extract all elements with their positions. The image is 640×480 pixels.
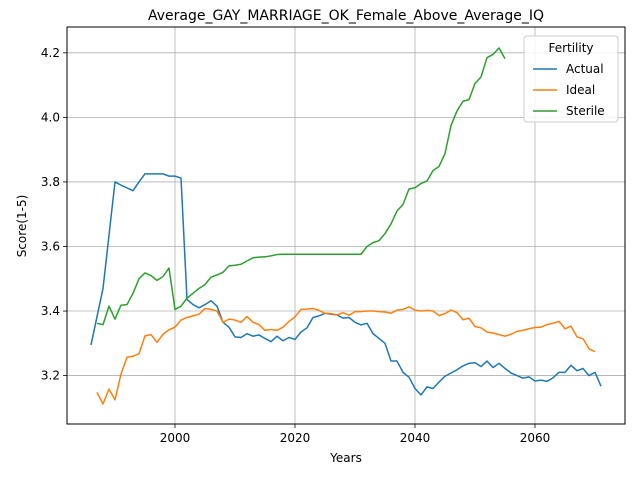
y-tick-label: 4.0 bbox=[41, 110, 60, 124]
y-tick-label: 3.6 bbox=[41, 239, 60, 253]
y-tick-label: 3.4 bbox=[41, 304, 60, 318]
x-tick-label: 2060 bbox=[520, 431, 551, 445]
y-axis-label: Score(1-5) bbox=[15, 195, 29, 258]
y-tick-label: 3.2 bbox=[41, 369, 60, 383]
series-line-sterile bbox=[96, 47, 506, 326]
legend-label-ideal: Ideal bbox=[566, 83, 595, 97]
axis-ticks: 2000 2020 2040 2060 3.2 3.4 3.6 3.8 4.0 4.2 bbox=[41, 46, 550, 445]
y-tick-label: 3.8 bbox=[41, 175, 60, 189]
series-line-actual bbox=[90, 173, 602, 396]
series-line-ideal bbox=[96, 306, 596, 405]
x-tick-label: 2020 bbox=[280, 431, 311, 445]
legend-title: Fertility bbox=[548, 41, 593, 55]
legend-box bbox=[523, 35, 619, 123]
x-axis-label: Years bbox=[329, 451, 362, 465]
legend: Fertility Actual Ideal Sterile bbox=[523, 35, 619, 123]
legend-label-actual: Actual bbox=[566, 62, 604, 76]
plot-frame bbox=[66, 26, 626, 425]
chart-title: Average_GAY_MARRIAGE_OK_Female_Above_Ave… bbox=[148, 8, 544, 24]
legend-label-sterile: Sterile bbox=[566, 104, 605, 118]
x-tick-label: 2000 bbox=[160, 431, 191, 445]
x-tick-label: 2040 bbox=[400, 431, 431, 445]
series-lines bbox=[90, 47, 602, 405]
y-tick-label: 4.2 bbox=[41, 46, 60, 60]
